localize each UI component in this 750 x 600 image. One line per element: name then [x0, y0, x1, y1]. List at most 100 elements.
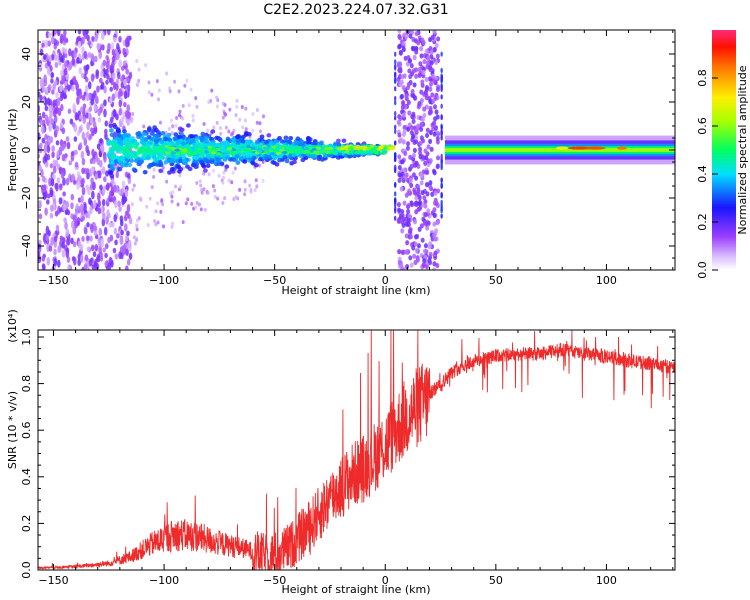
heatmap-cell: [440, 86, 443, 92]
heatmap-cell: [397, 154, 402, 160]
heatmap-cell: [189, 133, 195, 139]
heatmap-cell: [268, 147, 275, 151]
heatmap-cell: [226, 146, 233, 151]
heatmap-cell: [210, 88, 214, 93]
heatmap-cell: [432, 46, 437, 53]
heatmap-cell: [126, 230, 130, 236]
heatmap-cell: [414, 195, 419, 201]
heatmap-cell: [76, 56, 80, 64]
heatmap-cell: [77, 30, 82, 35]
heatmap-cell: [162, 224, 166, 229]
heatmap-cell: [123, 90, 128, 100]
heatmap-cell: [435, 163, 440, 169]
heatmap-cell: [288, 150, 295, 154]
heatmap-cell: [406, 126, 411, 132]
heatmap-cell: [221, 175, 225, 180]
heatmap-cell: [124, 265, 129, 270]
heatmap-cell: [394, 166, 397, 172]
heatmap-cell: [203, 146, 209, 150]
heatmap-cell: [310, 153, 315, 159]
heatmap-cell: [136, 160, 142, 165]
heatmap-cell: [224, 164, 230, 169]
heatmap-cell: [46, 193, 51, 199]
heatmap-cell: [432, 120, 437, 126]
heatmap-cell: [120, 187, 125, 195]
heatmap-cell: [91, 264, 96, 270]
heatmap-cell: [190, 201, 194, 206]
heatmap-cell: [165, 71, 169, 76]
heatmap-cell: [408, 58, 413, 64]
heatmap-cell: [412, 82, 417, 88]
y-tick-label: −40: [20, 234, 33, 257]
heatmap-cell: [427, 260, 432, 266]
heatmap-cell: [131, 167, 137, 172]
heatmap-cell: [203, 158, 209, 163]
heatmap-cell: [120, 155, 126, 161]
heatmap-cell: [225, 141, 231, 146]
heatmap-cell: [394, 95, 397, 101]
heatmap-cell: [140, 135, 145, 140]
heatmap-cell: [43, 54, 47, 60]
heatmap-hotspot: [567, 146, 592, 150]
heatmap-cell: [96, 85, 100, 93]
heatmap-cell: [96, 157, 101, 166]
heatmap-cell: [199, 183, 203, 188]
heatmap-cell: [397, 259, 402, 266]
heatmap-cell: [137, 216, 141, 221]
heatmap-cell: [432, 78, 437, 84]
heatmap-cell: [87, 186, 91, 196]
heatmap-cell: [411, 172, 416, 178]
heatmap-cell: [70, 237, 74, 245]
heatmap-cell: [409, 63, 414, 69]
heatmap-cell: [58, 207, 63, 213]
snr-y-axis-label: SNR (10 * v/v): [6, 391, 19, 469]
heatmap-cell: [383, 144, 388, 148]
heatmap-cell: [154, 209, 158, 214]
heatmap-cell: [401, 41, 406, 47]
heatmap-cell: [164, 144, 170, 149]
heatmap-cell: [85, 112, 89, 119]
heatmap-cell: [406, 141, 411, 147]
heatmap-cell: [362, 150, 368, 154]
heatmap-cell: [394, 129, 397, 135]
heatmap-cell: [183, 83, 187, 88]
heatmap-cell: [195, 181, 199, 186]
heatmap-cell: [434, 42, 439, 48]
heatmap-cell: [328, 153, 334, 158]
heatmap-cell: [125, 68, 129, 75]
heatmap-cell: [40, 77, 44, 84]
heatmap-cell: [430, 191, 435, 197]
heatmap-cell: [404, 221, 409, 227]
heatmap-cell: [144, 63, 148, 68]
spectrogram-y-axis-label: Frequency (Hz): [6, 109, 19, 192]
heatmap-cell: [111, 48, 116, 56]
heatmap-cell: [181, 141, 186, 146]
heatmap-cell: [181, 153, 187, 158]
heatmap-cell: [153, 138, 159, 143]
heatmap-cell: [230, 180, 234, 185]
heatmap-cell: [195, 104, 199, 109]
heatmap-cell: [378, 146, 383, 150]
heatmap-cell: [394, 124, 397, 130]
y-tick-label: 0.8: [20, 375, 33, 393]
heatmap-cell: [67, 108, 72, 114]
heatmap-cell: [54, 80, 58, 87]
heatmap-cell: [181, 148, 188, 152]
heatmap-cell: [91, 190, 95, 200]
heatmap-cell: [244, 127, 248, 132]
heatmap-cell: [117, 167, 123, 172]
heatmap-cell: [251, 112, 255, 117]
heatmap-cell: [155, 79, 159, 84]
heatmap-cell: [173, 136, 178, 142]
y-tick-label: 0.4: [20, 468, 33, 486]
heatmap-cell: [70, 220, 75, 229]
heatmap-cell: [70, 193, 75, 201]
heatmap-cell: [406, 217, 411, 223]
heatmap-cell: [122, 60, 127, 66]
heatmap-cell: [221, 200, 225, 205]
heatmap-cell: [165, 151, 171, 155]
x-tick-label: 0: [382, 574, 389, 587]
x-tick-label: −50: [263, 274, 286, 287]
heatmap-cell: [227, 178, 231, 183]
heatmap-cell: [297, 150, 303, 154]
